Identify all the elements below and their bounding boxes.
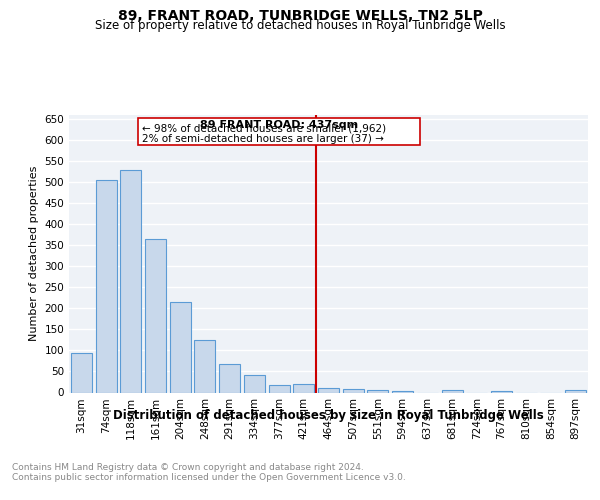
Text: 89, FRANT ROAD, TUNBRIDGE WELLS, TN2 5LP: 89, FRANT ROAD, TUNBRIDGE WELLS, TN2 5LP xyxy=(118,8,482,22)
FancyBboxPatch shape xyxy=(138,118,420,146)
Text: Size of property relative to detached houses in Royal Tunbridge Wells: Size of property relative to detached ho… xyxy=(95,19,505,32)
Text: 89 FRANT ROAD: 437sqm: 89 FRANT ROAD: 437sqm xyxy=(200,120,358,130)
Bar xyxy=(343,389,364,392)
Bar xyxy=(269,385,290,392)
Bar xyxy=(170,302,191,392)
Y-axis label: Number of detached properties: Number of detached properties xyxy=(29,166,39,342)
Text: Distribution of detached houses by size in Royal Tunbridge Wells: Distribution of detached houses by size … xyxy=(113,408,544,422)
Text: Contains HM Land Registry data © Crown copyright and database right 2024.
Contai: Contains HM Land Registry data © Crown c… xyxy=(12,462,406,482)
Bar xyxy=(244,375,265,392)
Bar xyxy=(120,170,141,392)
Bar xyxy=(367,390,388,392)
Bar xyxy=(491,391,512,392)
Bar xyxy=(71,354,92,393)
Bar xyxy=(318,388,339,392)
Text: 2% of semi-detached houses are larger (37) →: 2% of semi-detached houses are larger (3… xyxy=(142,134,384,143)
Bar xyxy=(145,239,166,392)
Bar xyxy=(392,391,413,392)
Bar xyxy=(565,390,586,392)
Bar xyxy=(219,364,240,392)
Bar xyxy=(442,390,463,392)
Bar xyxy=(194,340,215,392)
Text: ← 98% of detached houses are smaller (1,962): ← 98% of detached houses are smaller (1,… xyxy=(142,124,386,134)
Bar xyxy=(95,180,116,392)
Bar xyxy=(293,384,314,392)
